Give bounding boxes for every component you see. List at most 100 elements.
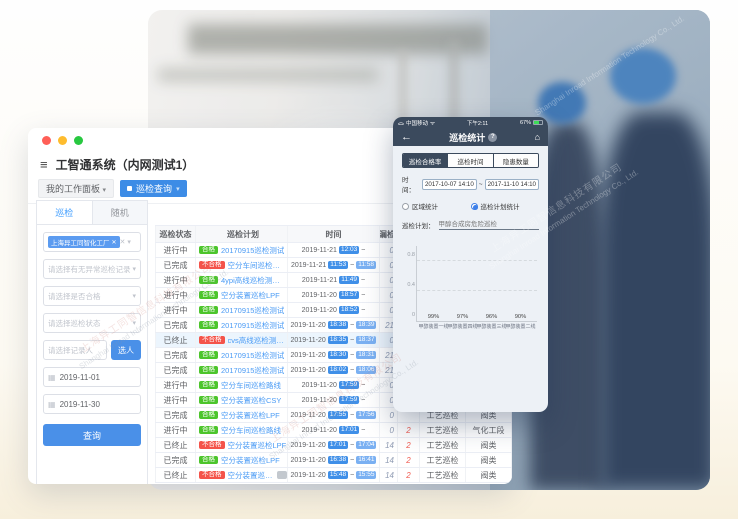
missed-count-link[interactable]: 14 bbox=[385, 455, 394, 465]
recorder-input[interactable]: 请选择记录人 bbox=[43, 340, 107, 360]
plan-link[interactable]: 空分装置巡检LPF bbox=[221, 410, 280, 420]
table-row[interactable]: 进行中 合格 空分车间巡检路线 2019-11-20 17:01 ~0 2 工艺巡检 气化工段 bbox=[155, 423, 512, 438]
table-row[interactable]: 已完成 合格 空分装置巡检LPF 2019-11-20 17:55 ~17:56 0 工艺巡检… bbox=[155, 408, 512, 423]
plan-link[interactable]: 空分装置巡检LPF bbox=[227, 470, 275, 480]
start-date-input[interactable]: ▦ 2019-11-01 bbox=[43, 367, 141, 387]
missed-count-link[interactable]: 21 bbox=[385, 350, 394, 360]
plan-link[interactable]: 20170915巡检测试 bbox=[221, 305, 285, 315]
status-cell: 进行中 bbox=[155, 423, 196, 437]
plan-link[interactable]: 20170915巡检测试 bbox=[221, 365, 285, 375]
time-from-input[interactable]: 2017-10-07 14:10 bbox=[421, 178, 477, 190]
missed-count-link[interactable]: 0 bbox=[389, 305, 394, 315]
time-to-input[interactable]: 2017-11-10 14:10 bbox=[484, 178, 539, 190]
missed-count-link[interactable]: 21 bbox=[385, 320, 394, 330]
sidebar-tab-inspection[interactable]: 巡检 bbox=[37, 201, 93, 224]
tab-workspace[interactable]: 我的工作面板 ▾ bbox=[38, 179, 115, 198]
segment-1[interactable]: 巡检时间 bbox=[447, 154, 493, 167]
missed-count-link[interactable]: 0 bbox=[389, 290, 394, 300]
plan-link[interactable]: 20170915巡检测试 bbox=[221, 245, 285, 255]
plan-link[interactable]: 空分车间巡检路线 bbox=[221, 425, 281, 435]
result-badge: 合格 bbox=[199, 290, 218, 300]
plan-link[interactable]: 空分车间巡检路线 bbox=[227, 260, 288, 270]
plan-link[interactable]: 空分装置巡检LPF bbox=[221, 290, 280, 300]
plan-link[interactable]: 空分车间巡检路线 bbox=[221, 380, 281, 390]
plan-link[interactable]: 空分装置巡检LPF bbox=[227, 440, 287, 450]
home-icon[interactable]: ⌂ bbox=[534, 132, 540, 142]
minimize-window-button[interactable] bbox=[58, 135, 67, 145]
back-icon[interactable]: ← bbox=[401, 130, 412, 143]
org-multiselect[interactable]: 上海异工同智化工厂 ✕ ✕ ▾ bbox=[43, 232, 141, 252]
date-text: 2019-11-20 bbox=[301, 396, 337, 404]
photo-beam bbox=[158, 68, 378, 82]
close-window-button[interactable] bbox=[42, 135, 51, 145]
missed-count-link[interactable]: 21 bbox=[385, 365, 394, 375]
date-text: 2019-11-21 bbox=[291, 261, 327, 269]
missed-count-link[interactable]: 0 bbox=[389, 260, 394, 270]
pick-person-button[interactable]: 选人 bbox=[111, 340, 141, 360]
chip-remove-icon[interactable]: ✕ bbox=[111, 239, 117, 246]
filter-select-1[interactable]: 请选择是否合格 ▾ bbox=[43, 286, 141, 306]
segment-0[interactable]: 巡检合格率 bbox=[403, 154, 448, 167]
plan-cell: 不合格 空分车间巡检路线 bbox=[196, 258, 288, 272]
time-cell: 2019-11-20 18:02 ~18:06 bbox=[288, 363, 380, 377]
table-row[interactable]: 已完成 不合格 空分车间巡检路线 2019-11-21 11:53 ~11:58 0 bbox=[155, 258, 512, 273]
time-cell: 2019-11-20 17:59 ~ bbox=[288, 378, 380, 392]
table-row[interactable]: 已终止 不合格 空分装置巡检LPF 2019-11-20 17:01 ~17:04 14 2 工… bbox=[155, 438, 512, 453]
end-time-pill: 18:31 bbox=[356, 350, 377, 360]
table-row[interactable]: 已完成 合格 20170915巡检测试 2019-11-20 18:02 ~18:06 21 bbox=[155, 363, 512, 378]
bar-value-label: 97% bbox=[456, 314, 469, 320]
start-time-pill: 16:38 bbox=[327, 455, 349, 465]
abnormal-count-link[interactable]: 2 bbox=[406, 440, 411, 450]
result-badge: 合格 bbox=[199, 455, 218, 465]
missed-count-link[interactable]: 0 bbox=[389, 395, 394, 405]
type-cell: 工艺巡检 bbox=[420, 423, 466, 437]
plan-select-field[interactable]: 甲醇合成房危险巡检 bbox=[438, 218, 539, 230]
missed-count-link[interactable]: 0 bbox=[389, 410, 394, 420]
filter-select-2[interactable]: 请选择巡检状态 ▾ bbox=[43, 313, 141, 333]
maximize-window-button[interactable] bbox=[74, 135, 83, 145]
search-button[interactable]: 查询 bbox=[43, 424, 141, 446]
abnormal-count-link[interactable]: 2 bbox=[406, 425, 411, 435]
result-badge: 合格 bbox=[199, 410, 218, 420]
table-row[interactable]: 已终止不合格空分装置巡检LPF2019-11-2015:48~15:55142工… bbox=[155, 468, 512, 483]
gridline bbox=[417, 290, 537, 291]
plan-link[interactable]: cvs高线巡检测试计划 bbox=[227, 335, 288, 345]
status-cell: 已完成 bbox=[155, 318, 196, 332]
date-text: 2019-11-20 bbox=[301, 381, 337, 389]
plan-link[interactable]: 空分装置巡检CSY bbox=[221, 395, 282, 405]
time-cell: 2019-11-20 17:59 ~ bbox=[288, 393, 380, 407]
abnormal-count-link[interactable]: 2 bbox=[406, 470, 411, 480]
menu-icon[interactable]: ≡ bbox=[40, 157, 48, 172]
plan-link[interactable]: 20170915巡检测试 bbox=[221, 320, 285, 330]
table-row[interactable]: 已完成 合格 空分装置巡检LPF 2019-11-20 16:38 ~16:41 14 2 工艺… bbox=[155, 453, 512, 468]
missed-count-link[interactable]: 0 bbox=[389, 425, 394, 435]
time-separator: ~ bbox=[361, 426, 366, 434]
status-cell: 进行中 bbox=[155, 393, 196, 407]
missed-count-link[interactable]: 14 bbox=[385, 470, 394, 480]
segment-2[interactable]: 隐患数量 bbox=[492, 154, 538, 167]
filter-select-0[interactable]: 请选择有无异常巡检记录 ▾ bbox=[43, 259, 141, 279]
end-date-input[interactable]: ▦ 2019-11-30 bbox=[43, 394, 141, 414]
plan-cell: 合格 空分装置巡检CSY bbox=[196, 393, 288, 407]
info-badge-icon[interactable]: ? bbox=[488, 132, 498, 142]
end-time-pill: 18:39 bbox=[356, 320, 377, 330]
status-cell: 已完成 bbox=[155, 258, 196, 272]
missed-count-link[interactable]: 0 bbox=[389, 380, 394, 390]
plan-link[interactable]: 空分装置巡检LPF bbox=[221, 455, 280, 465]
radio-option-1[interactable]: 巡检计划统计 bbox=[470, 201, 540, 211]
missed-count-link[interactable]: 0 bbox=[389, 245, 394, 255]
status-cell: 进行中 bbox=[155, 303, 196, 317]
plan-link[interactable]: 20170915巡检测试 bbox=[221, 350, 285, 360]
plan-cell: 合格 空分装置巡检LPF bbox=[196, 288, 288, 302]
sidebar-tab-random[interactable]: 随机 bbox=[92, 201, 147, 224]
clear-icon[interactable]: ✕ bbox=[119, 239, 126, 246]
abnormal-count-link[interactable]: 2 bbox=[406, 455, 411, 465]
table-row[interactable]: 进行中 合格 20170915巡检测试 2019-11-20 18:52 ~0 bbox=[155, 303, 512, 318]
missed-count-link[interactable]: 14 bbox=[385, 440, 394, 450]
tab-inspection-query[interactable]: 巡检查询 ▾ bbox=[120, 180, 187, 197]
radio-option-0[interactable]: 区域统计 bbox=[402, 201, 471, 211]
plan-link[interactable]: 4ypi高线巡检测试计划 bbox=[221, 275, 287, 285]
missed-count-link[interactable]: 0 bbox=[389, 275, 394, 285]
missed-count-link[interactable]: 0 bbox=[389, 335, 394, 345]
